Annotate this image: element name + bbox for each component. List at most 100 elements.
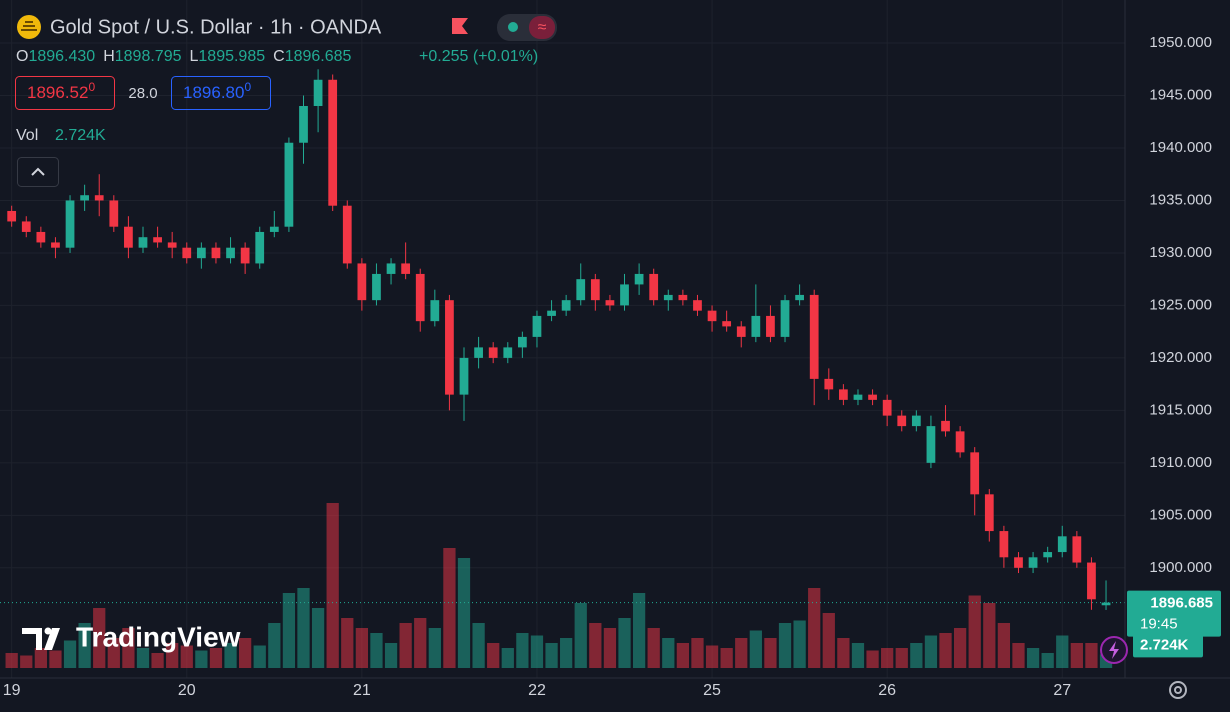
ohlc-key: C: [273, 48, 285, 65]
price-badge-value: 1896.685: [1150, 595, 1213, 612]
volume-bar: [487, 643, 500, 668]
candle-body: [21, 221, 31, 232]
volume-badge-value: 2.724K: [1140, 636, 1189, 653]
volume-bar: [239, 638, 252, 668]
y-tick-label: 1900.000: [1149, 559, 1212, 576]
volume-bar: [428, 628, 441, 668]
candle-body: [722, 321, 732, 327]
candle-body: [299, 106, 308, 143]
candle-body: [897, 415, 907, 427]
volume-bar: [691, 638, 704, 668]
y-tick-label: 1910.000: [1149, 454, 1212, 471]
volume-bar: [720, 648, 733, 668]
candle-body: [80, 195, 90, 201]
candle-body: [94, 195, 104, 201]
candle-body: [65, 200, 75, 248]
ohlc-item: L1895.985: [189, 48, 265, 65]
volume-bar: [5, 653, 18, 668]
sell-button[interactable]: [15, 76, 115, 110]
candle-body: [36, 231, 46, 243]
ohlc-key: L: [189, 48, 198, 65]
ohlc-item: O1896.430: [16, 48, 95, 65]
candle-body: [1087, 562, 1096, 600]
candle-body: [605, 300, 615, 306]
candle-body: [153, 237, 162, 243]
volume-bar: [49, 650, 62, 668]
y-tick-label: 1930.000: [1149, 244, 1212, 261]
volume-bar: [881, 648, 894, 668]
candle-body: [839, 389, 848, 400]
volume-bar: [268, 623, 281, 668]
alert-icon: [1109, 641, 1119, 659]
volume-bar: [574, 603, 587, 668]
candle-body: [1028, 557, 1038, 568]
flag-icon[interactable]: [452, 18, 468, 34]
candle-body: [1101, 602, 1111, 606]
volume-bar: [1041, 653, 1054, 668]
candle-body: [124, 226, 133, 248]
ohlc-key: O: [16, 48, 28, 65]
volume-bar: [311, 608, 325, 668]
volume-bar: [1070, 643, 1083, 668]
ohlc-value: 1898.795: [115, 48, 182, 65]
symbol-title[interactable]: Gold Spot / U.S. Dollar · 1h · OANDA: [50, 16, 382, 38]
volume-badge: [1133, 632, 1203, 658]
volume-bar: [662, 638, 675, 668]
volume-bar: [851, 643, 865, 668]
volume-bar: [837, 638, 850, 668]
volume-bar: [341, 618, 354, 668]
x-tick-label: 21: [353, 682, 371, 699]
settings-button[interactable]: [1169, 681, 1187, 699]
volume-bar: [1085, 643, 1098, 668]
candle-body: [1043, 552, 1053, 558]
volume-bar: [122, 628, 135, 668]
logo-icon: [22, 628, 60, 650]
candle-body: [474, 347, 483, 358]
candle-body: [576, 279, 586, 301]
volume-bar: [457, 558, 471, 668]
volume-bar: [997, 623, 1011, 668]
axes: 1900.000 1905.000 1910.000 1915.000 1920.000…: [3, 34, 1221, 699]
candle-body: [795, 294, 804, 301]
volume-bar: [443, 548, 456, 668]
x-tick-label: 20: [178, 682, 196, 699]
bid-price[interactable]: 1896.520: [27, 80, 95, 102]
logo-text[interactable]: TradingView: [76, 621, 241, 652]
candle-body: [313, 79, 323, 107]
collapse-button[interactable]: [17, 157, 59, 187]
change: +0.255 (+0.01%): [419, 48, 538, 65]
volume-bar: [589, 623, 602, 668]
volume-bar: [63, 640, 77, 668]
spread: 28.0: [128, 85, 157, 102]
candle-body: [853, 394, 863, 400]
candle-body: [284, 142, 294, 227]
candle-body: [401, 263, 411, 274]
y-tick-label: 1925.000: [1149, 296, 1212, 313]
ask-price[interactable]: 1896.800: [183, 80, 251, 102]
candle-body: [182, 247, 192, 259]
ohlc-key: H: [103, 48, 115, 65]
volume-bar: [866, 650, 879, 668]
vol-label: Vol: [16, 127, 38, 144]
candle-body: [736, 326, 746, 337]
volume-bar: [822, 613, 835, 668]
volume-bar: [676, 643, 690, 668]
candle-body: [430, 300, 440, 322]
bid-sup: 0: [88, 80, 95, 94]
volume-bar: [20, 655, 33, 668]
logo-dot: [44, 627, 52, 635]
candle-body: [459, 357, 469, 395]
volume-bar: [107, 638, 120, 668]
y-tick-label: 1935.000: [1149, 191, 1212, 208]
volume-bar: [895, 648, 908, 668]
candle-body: [269, 226, 279, 232]
buy-button[interactable]: [171, 76, 271, 110]
vol-value: 2.724K: [55, 127, 106, 144]
candle-body: [547, 310, 556, 316]
y-tick-label: 1950.000: [1149, 34, 1212, 51]
volume-bar: [983, 603, 996, 668]
volume-bar: [136, 648, 150, 668]
volume-bar: [326, 503, 339, 668]
